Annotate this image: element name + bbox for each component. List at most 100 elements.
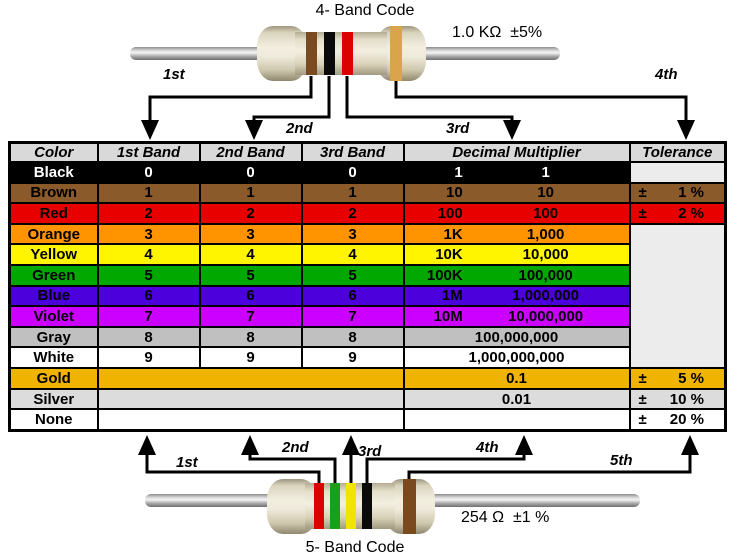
cell-1st-band: 5 (96, 264, 201, 287)
cell-2nd-band: 6 (198, 284, 303, 308)
cell-bands-merged (96, 408, 405, 432)
arrow-top-3rd (345, 76, 514, 122)
multiplier-value: 1 (541, 163, 550, 181)
plus-minus-sign: ± (638, 411, 647, 429)
cell-color-name: None (8, 408, 99, 432)
cell-3rd-band: 4 (300, 243, 405, 267)
band-red-2 (314, 483, 324, 529)
cell-3rd-band: 1 (300, 181, 405, 205)
header-row: Color 1st Band 2nd Band 3rd Band Decimal… (8, 141, 727, 163)
arrow-top-2nd (252, 76, 331, 122)
tolerance-value: 2 % (678, 205, 704, 223)
cell-decimal-multiplier: 1K 1,000 (402, 222, 631, 246)
multiplier-value: 1,000 (526, 225, 565, 243)
header-3rd-band: 3rd Band (300, 141, 405, 163)
multiplier-value: 1,000,000 (512, 287, 579, 305)
row-orange: Orange 3 3 3 1K 1,000 (8, 222, 727, 370)
row-yellow: Yellow 4 4 4 10K 10,000 (8, 243, 726, 267)
multiplier-value: 10 (537, 184, 554, 202)
label-bottom-3rd: 3rd (358, 443, 382, 460)
cell-color-name: Red (8, 202, 99, 225)
cell-color-name: Silver (8, 387, 99, 411)
row-black: Black 0 0 0 1 1 (8, 161, 727, 184)
row-blue: Blue 6 6 6 1M 1,000,000 (8, 284, 726, 308)
cell-decimal-multiplier: 10 10 (402, 181, 631, 205)
cell-decimal-multiplier: 100,000,000 (402, 325, 631, 349)
cell-decimal-multiplier: 1,000,000,000 (402, 346, 631, 370)
color-table-body: Black 0 0 0 1 1 Brown 1 1 1 10 10 ±1 % Red 2 2 2 100 100 ±2… (8, 161, 727, 432)
cell-color-name: White (8, 346, 99, 370)
four-band-value: 1.0 KΩ ±5% (452, 24, 543, 41)
band-green (330, 483, 340, 529)
row-red: Red 2 2 2 100 100 ±2 % (8, 202, 727, 225)
label-top-3rd: 3rd (446, 120, 470, 137)
cell-2nd-band: 8 (198, 325, 303, 349)
row-violet: Violet 7 7 7 10M 10,000,000 (8, 305, 726, 328)
multiplier-value: 100,000,000 (474, 328, 559, 346)
cell-1st-band: 7 (96, 305, 201, 328)
cell-decimal-multiplier: 10K 10,000 (402, 243, 631, 267)
cell-tolerance (628, 161, 727, 184)
plus-minus-sign: ± (638, 369, 647, 387)
multiplier-abbr: 100K (426, 266, 463, 284)
cell-color-name: Black (8, 161, 99, 184)
cell-2nd-band: 4 (198, 243, 303, 267)
label-bottom-5th: 5th (610, 452, 633, 469)
cell-color-name: Green (8, 264, 99, 287)
cell-2nd-band: 7 (198, 305, 303, 328)
multiplier-abbr: 1M (441, 287, 463, 305)
row-gold: Gold 0.1 ±5 % (8, 367, 727, 390)
header-tolerance: Tolerance (628, 141, 727, 163)
arrowhead-top-4th (677, 120, 695, 140)
cell-decimal-multiplier: 0.1 (402, 367, 631, 390)
four-band-title: 4- Band Code (315, 2, 415, 19)
multiplier-value: 100,000 (518, 266, 573, 284)
header-1st-band: 1st Band (96, 141, 201, 163)
band-black-2 (362, 483, 372, 529)
cell-2nd-band: 0 (198, 161, 303, 184)
cell-decimal-multiplier (402, 408, 631, 432)
label-bottom-2nd: 2nd (282, 439, 309, 456)
cell-decimal-multiplier: 10M 10,000,000 (402, 305, 631, 328)
cell-3rd-band: 6 (300, 284, 405, 308)
five-band-value: 254 Ω ±1 % (461, 509, 550, 526)
multiplier-abbr: 10M (433, 308, 463, 326)
band-brown-2 (403, 479, 416, 534)
label-bottom-4th: 4th (476, 439, 499, 456)
cell-tolerance: ±2 % (628, 202, 727, 225)
row-silver: Silver 0.01 ±10 % (8, 387, 727, 411)
arrowhead-bottom-2nd (241, 435, 259, 455)
multiplier-value: 10,000,000 (508, 308, 584, 326)
row-none: None ±20 % (8, 408, 727, 432)
cell-3rd-band: 5 (300, 264, 405, 287)
cell-1st-band: 3 (96, 222, 201, 246)
arrow-bottom-4th (365, 451, 526, 484)
cell-color-name: Violet (8, 305, 99, 328)
cell-2nd-band: 2 (198, 202, 303, 225)
header-2nd-band: 2nd Band (198, 141, 303, 163)
header-color: Color (8, 141, 99, 163)
cell-3rd-band: 9 (300, 346, 405, 370)
multiplier-value: 100 (533, 205, 559, 223)
cell-1st-band: 6 (96, 284, 201, 308)
multiplier-abbr: 1 (454, 163, 463, 181)
band-brown (306, 32, 317, 75)
cell-decimal-multiplier: 1M 1,000,000 (402, 284, 631, 308)
cell-color-name: Yellow (8, 243, 99, 267)
tolerance-value: 5 % (678, 369, 704, 387)
label-top-4th: 4th (655, 66, 678, 83)
multiplier-abbr: 1K (443, 225, 463, 243)
multiplier-abbr: 10 (446, 184, 463, 202)
cell-tolerance: ±5 % (628, 367, 727, 390)
plus-minus-sign: ± (638, 390, 647, 408)
cell-bands-merged (96, 387, 405, 411)
arrowhead-bottom-5th (681, 435, 699, 455)
cell-3rd-band: 2 (300, 202, 405, 225)
cell-1st-band: 2 (96, 202, 201, 225)
plus-minus-sign: ± (638, 184, 647, 202)
cell-1st-band: 4 (96, 243, 201, 267)
cell-tolerance: ±20 % (628, 408, 727, 432)
cell-color-name: Gray (8, 325, 99, 349)
